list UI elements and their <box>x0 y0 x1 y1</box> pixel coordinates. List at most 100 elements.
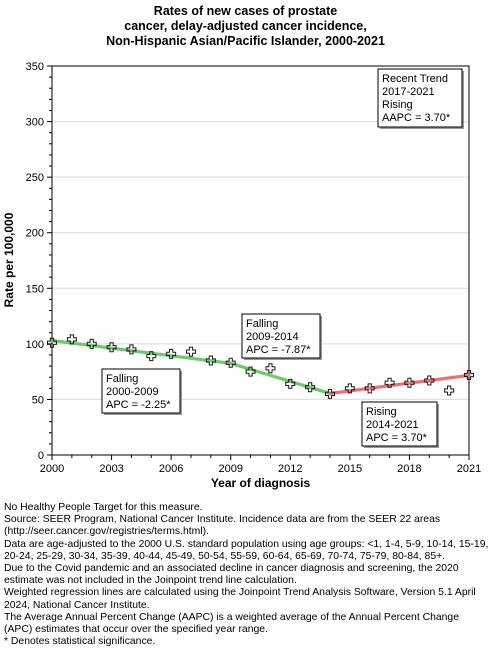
annotation-box <box>101 368 181 414</box>
observed-point-marker <box>404 377 415 388</box>
observed-point-marker <box>265 363 276 374</box>
footnote-healthy-people: No Healthy People Target for this measur… <box>4 502 203 513</box>
observed-point <box>285 378 296 389</box>
chart-title-line-2: cancer, delay-adjusted cancer incidence, <box>124 19 367 33</box>
annotation-line: 2017-2021 <box>382 86 435 98</box>
x-tick-label: 2018 <box>397 463 421 475</box>
annotation-line: Falling <box>246 318 278 330</box>
observed-point <box>384 377 395 388</box>
y-tick-label: 250 <box>26 172 44 184</box>
footnotes: No Healthy People Target for this measur… <box>4 502 490 648</box>
chart-title: Rates of new cases of prostate cancer, d… <box>0 4 491 49</box>
observed-point-marker <box>166 348 177 359</box>
annotation-line: Rising <box>366 406 397 418</box>
observed-point-marker <box>464 369 474 380</box>
x-tick-label: 2021 <box>457 463 481 475</box>
observed-point-marker <box>245 366 256 377</box>
annotation-line: 2014-2021 <box>366 419 419 431</box>
x-tick-label: 2006 <box>159 463 183 475</box>
y-tick-label: 200 <box>26 228 44 240</box>
y-tick-label: 0 <box>38 450 44 462</box>
annotation-line: 2009-2014 <box>246 331 299 343</box>
y-tick-label: 350 <box>26 61 44 73</box>
footnote-regression: Weighted regression lines are calculated… <box>4 587 476 611</box>
observed-point <box>225 357 236 368</box>
observed-point-marker <box>47 337 57 348</box>
observed-point <box>166 348 177 359</box>
observed-point <box>146 351 157 362</box>
observed-point <box>245 366 256 377</box>
observed-point-marker <box>444 385 455 396</box>
trend-chart: 0 50 100 150 200 250 300 350 2000 2003 2006 2009 201… <box>2 61 482 490</box>
footnote-aapc: The Average Annual Percent Change (AAPC)… <box>4 611 459 636</box>
annotation-box <box>241 313 321 359</box>
observed-point-marker <box>186 346 196 357</box>
observed-point-marker <box>86 338 97 349</box>
observed-point-marker <box>384 377 395 388</box>
trend-segment-1 <box>50 338 233 365</box>
x-tick-label: 2012 <box>278 463 302 475</box>
trend-segment-3 <box>328 373 471 396</box>
footnote-covid: Due to the Covid pandemic and an associa… <box>4 563 459 587</box>
annotation-line: APC = 3.70* <box>366 432 428 444</box>
observed-point <box>66 334 77 345</box>
observed-point-marker <box>106 342 117 353</box>
annotation-line: Falling <box>106 373 138 385</box>
observed-point-marker <box>205 355 216 366</box>
observed-point-marker <box>146 351 157 362</box>
observed-point <box>86 338 97 349</box>
annotation-line: APC = -7.87* <box>246 344 311 356</box>
observed-point <box>344 383 355 394</box>
annotation-line: Rising <box>382 99 413 111</box>
footnote-age-adjusted: Data are age-adjusted to the 2000 U.S. s… <box>4 538 489 562</box>
observed-point <box>325 388 335 399</box>
observed-point <box>364 383 375 394</box>
observed-point <box>305 382 316 393</box>
observed-point <box>424 375 435 386</box>
y-tick-label: 50 <box>32 394 44 406</box>
observed-point <box>205 355 216 366</box>
observed-point <box>186 346 196 357</box>
observed-point <box>47 337 57 348</box>
x-tick-label: 2015 <box>338 463 362 475</box>
footnote-source: Source: SEER Program, National Cancer In… <box>4 514 441 538</box>
y-tick-label: 150 <box>26 283 44 295</box>
observed-point-marker <box>325 388 335 399</box>
observed-point-marker <box>225 357 236 368</box>
observed-point <box>265 363 276 374</box>
observed-point-marker <box>66 334 77 345</box>
x-axis-label: Year of diagnosis <box>211 476 311 490</box>
annotation-box <box>377 68 463 128</box>
observed-point-marker <box>344 383 355 394</box>
annotation-line: APC = -2.25* <box>106 399 171 411</box>
observed-point <box>444 385 455 396</box>
y-tick-label: 300 <box>26 117 44 129</box>
x-tick-label: 2003 <box>99 463 123 475</box>
x-tick-label: 2009 <box>218 463 242 475</box>
annotation-line: Recent Trend <box>382 73 448 85</box>
footnote-significance: * Denotes statistical significance. <box>4 636 156 648</box>
observed-points <box>47 334 474 399</box>
observed-point-marker <box>305 382 316 393</box>
observed-point-marker <box>126 344 137 355</box>
plot-area <box>51 65 470 456</box>
chart-title-line-3: Non-Hispanic Asian/Pacific Islander, 200… <box>106 34 385 48</box>
axis-ticks: 0 50 100 150 200 250 300 350 2000 2003 2006 2009 201… <box>26 61 482 475</box>
annotation-line: 2000-2009 <box>106 386 159 398</box>
observed-point-marker <box>285 378 296 389</box>
observed-point <box>464 369 474 380</box>
observed-point-marker <box>364 383 375 394</box>
y-axis-label: Rate per 100,000 <box>2 212 16 307</box>
chart-title-line-1: Rates of new cases of prostate <box>153 4 338 18</box>
y-tick-label: 100 <box>26 339 44 351</box>
observed-point-marker <box>424 375 435 386</box>
annotation-line: AAPC = 3.70* <box>382 112 451 124</box>
annotation-box <box>361 401 438 447</box>
observed-point <box>126 344 137 355</box>
x-tick-label: 2000 <box>40 463 64 475</box>
